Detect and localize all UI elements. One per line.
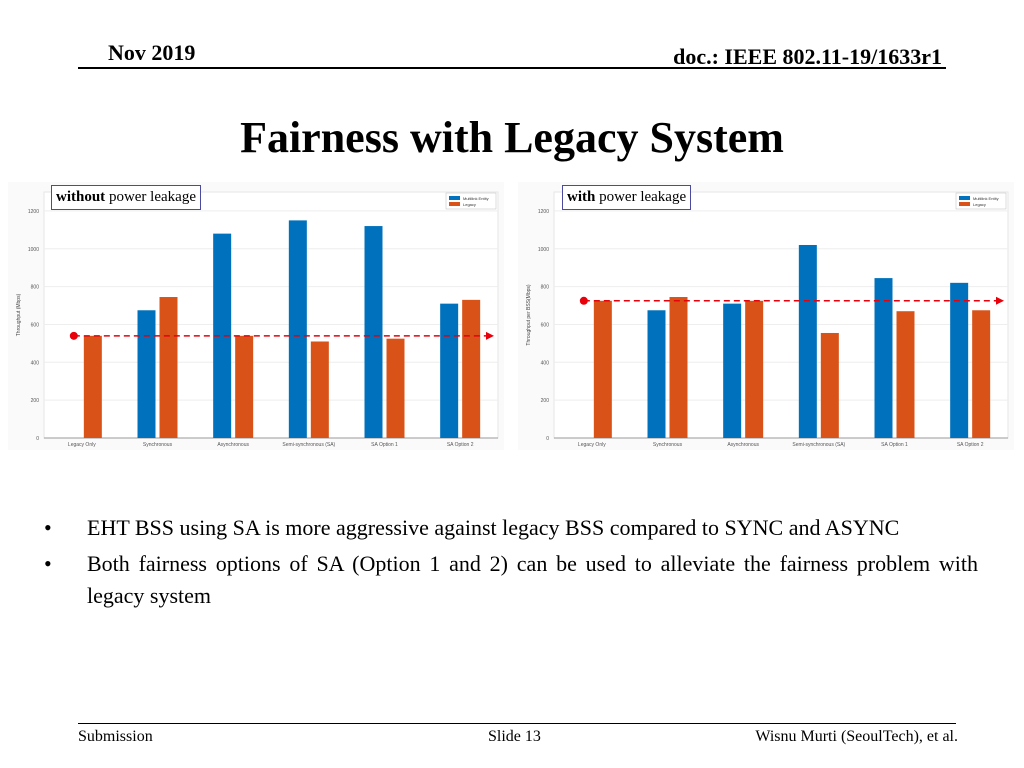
bar-legacy: [972, 310, 991, 438]
bar-multilink: [647, 310, 666, 438]
bar-legacy: [462, 299, 481, 438]
x-tick-label: Legacy Only: [68, 442, 96, 448]
bar-legacy: [310, 341, 329, 438]
y-tick-label: 1200: [28, 209, 39, 215]
y-tick-label: 0: [36, 436, 39, 442]
bar-multilink: [288, 220, 307, 438]
x-tick-label: Legacy Only: [578, 442, 606, 448]
bar-legacy: [745, 300, 764, 438]
y-tick-label: 400: [541, 360, 550, 366]
reference-arrow: [996, 296, 1004, 305]
plot-area: [553, 191, 1009, 439]
chart-tag-without: without power leakage: [51, 185, 201, 210]
x-tick-label: SA Option 1: [881, 442, 908, 448]
bullet-text: Both fairness options of SA (Option 1 an…: [87, 551, 978, 608]
chart-plot-with-leakage: 0 200 400 600 800 1000 1200 Throughput per BSS(…: [526, 191, 1009, 448]
y-tick-label: 800: [541, 285, 550, 291]
y-tick-label: 0: [546, 436, 549, 442]
chart-tag-with: with power leakage: [562, 185, 692, 210]
y-tick-label: 600: [31, 322, 40, 328]
tag-rest-without: power leakage: [105, 189, 196, 205]
footer-author: Wisnu Murti (SeoulTech), et al.: [755, 728, 958, 745]
y-tick-label: 800: [31, 285, 40, 291]
bar-legacy: [820, 332, 839, 438]
header-date: Nov 2019: [108, 40, 196, 65]
bar-multilink: [798, 244, 817, 438]
x-tick-label: Synchronous: [143, 442, 173, 448]
bullet-item: • EHT BSS using SA is more aggressive ag…: [44, 512, 978, 544]
x-tick-label: Semi-synchronous (SA): [792, 442, 845, 448]
chart-plot-without-leakage: 0 200 400 600 800 1000 1200 Throughput (Mbps) Le…: [16, 191, 499, 448]
legend-swatch: [449, 202, 460, 206]
chart-with-leakage: 0 200 400 600 800 1000 1200 Throughput per BSS(…: [518, 182, 1014, 450]
y-tick-label: 200: [31, 398, 40, 404]
legend-label: Multilink Entity: [463, 196, 489, 201]
bar-multilink: [723, 303, 742, 438]
bar-legacy: [669, 297, 688, 438]
bullet-item: • Both fairness options of SA (Option 1 …: [44, 548, 978, 612]
y-tick-label: 200: [541, 398, 550, 404]
tag-bold-without: without: [56, 189, 106, 205]
header-rule: [78, 67, 946, 69]
legend-swatch: [449, 196, 460, 200]
bar-legacy: [593, 300, 612, 438]
legend-swatch: [959, 202, 970, 206]
bar-multilink: [950, 282, 969, 438]
bullet-dot: •: [44, 551, 52, 576]
chart-without-leakage: 0 200 400 600 800 1000 1200 Throughput (Mbps) Le…: [8, 182, 504, 450]
bar-multilink: [440, 303, 459, 438]
slide-title: Fairness with Legacy System: [240, 113, 784, 162]
bullet-dot: •: [44, 515, 52, 540]
y-tick-label: 1000: [538, 247, 549, 253]
bar-legacy: [235, 335, 254, 438]
reference-arrow: [486, 331, 494, 340]
footer-submission: Submission: [78, 728, 153, 745]
tag-bold-with: with: [567, 189, 596, 205]
x-tick-label: SA Option 1: [371, 442, 398, 448]
legend-label: Multilink Entity: [973, 196, 999, 201]
y-tick-label: 600: [541, 322, 550, 328]
legend-swatch: [959, 196, 970, 200]
bullet-list: • EHT BSS using SA is more aggressive ag…: [44, 512, 978, 616]
bar-legacy: [159, 297, 178, 438]
x-tick-label: SA Option 2: [447, 442, 474, 448]
legend-label: Legacy: [463, 202, 476, 207]
tag-rest-with: power leakage: [595, 189, 687, 205]
reference-dot: [69, 331, 78, 340]
x-tick-label: Semi-synchronous (SA): [282, 442, 335, 448]
bar-multilink: [874, 278, 893, 438]
bullet-text: EHT BSS using SA is more aggressive agai…: [87, 515, 900, 540]
y-tick-label: 1200: [538, 209, 549, 215]
reference-dot: [579, 296, 588, 305]
y-axis-label: Throughput (Mbps): [16, 293, 22, 336]
x-tick-label: SA Option 2: [957, 442, 984, 448]
y-axis-label: Throughput per BSS(Mbps): [526, 284, 532, 345]
bar-legacy: [83, 335, 102, 438]
footer-slide-number: Slide 13: [488, 728, 541, 745]
x-tick-label: Asynchronous: [217, 442, 249, 448]
y-tick-label: 400: [31, 360, 40, 366]
y-tick-label: 1000: [28, 247, 39, 253]
x-tick-label: Asynchronous: [727, 442, 759, 448]
bar-multilink: [137, 310, 156, 438]
bar-multilink: [364, 226, 383, 438]
legend-label: Legacy: [973, 202, 986, 207]
footer-rule: [78, 723, 956, 724]
header-doc-id: doc.: IEEE 802.11-19/1633r1: [673, 44, 942, 69]
x-tick-label: Synchronous: [653, 442, 683, 448]
bar-legacy: [386, 338, 405, 438]
plot-area: [43, 191, 499, 439]
bar-multilink: [213, 233, 232, 438]
bar-legacy: [896, 311, 915, 438]
